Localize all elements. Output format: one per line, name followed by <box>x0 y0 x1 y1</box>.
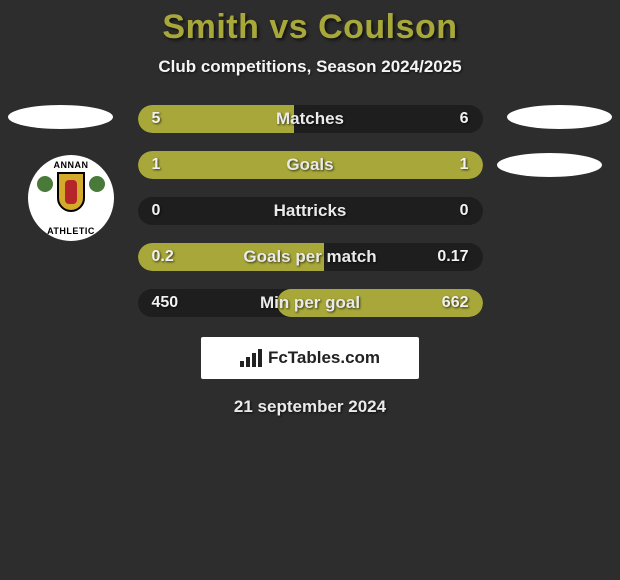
brand-footer: FcTables.com <box>201 337 419 379</box>
stat-label: Matches <box>138 105 483 133</box>
crest-text-bottom: ATHLETIC <box>35 226 107 236</box>
brand-logo-icon <box>240 349 262 367</box>
stat-label: Goals <box>138 151 483 179</box>
right-player-badge-placeholder <box>507 105 612 129</box>
stat-bar: 00Hattricks <box>138 197 483 225</box>
subtitle: Club competitions, Season 2024/2025 <box>0 57 620 77</box>
crest-shield <box>57 172 85 212</box>
date-label: 21 september 2024 <box>0 397 620 417</box>
left-player-badge-placeholder <box>8 105 113 129</box>
stat-bars: 56Matches 11Goals 00Hattricks 0.20.17Goals … <box>138 105 483 317</box>
right-club-badge-placeholder <box>497 153 602 177</box>
comparison-card: Smith vs Coulson Club competitions, Seas… <box>0 0 620 417</box>
left-club-crest: ANNAN ATHLETIC <box>28 155 114 241</box>
stat-bar: 450662Min per goal <box>138 289 483 317</box>
brand-name: FcTables.com <box>268 348 380 368</box>
crest-leaf-left <box>37 176 53 192</box>
page-title: Smith vs Coulson <box>0 8 620 47</box>
stat-bar: 0.20.17Goals per match <box>138 243 483 271</box>
stat-bar: 56Matches <box>138 105 483 133</box>
crest-graphic: ANNAN ATHLETIC <box>35 162 107 234</box>
content-area: ANNAN ATHLETIC 56Matches 11Goals 00Hattric… <box>0 105 620 317</box>
stat-bar: 11Goals <box>138 151 483 179</box>
stat-label: Min per goal <box>138 289 483 317</box>
stat-label: Hattricks <box>138 197 483 225</box>
crest-leaf-right <box>89 176 105 192</box>
stat-label: Goals per match <box>138 243 483 271</box>
crest-text-top: ANNAN <box>35 160 107 170</box>
